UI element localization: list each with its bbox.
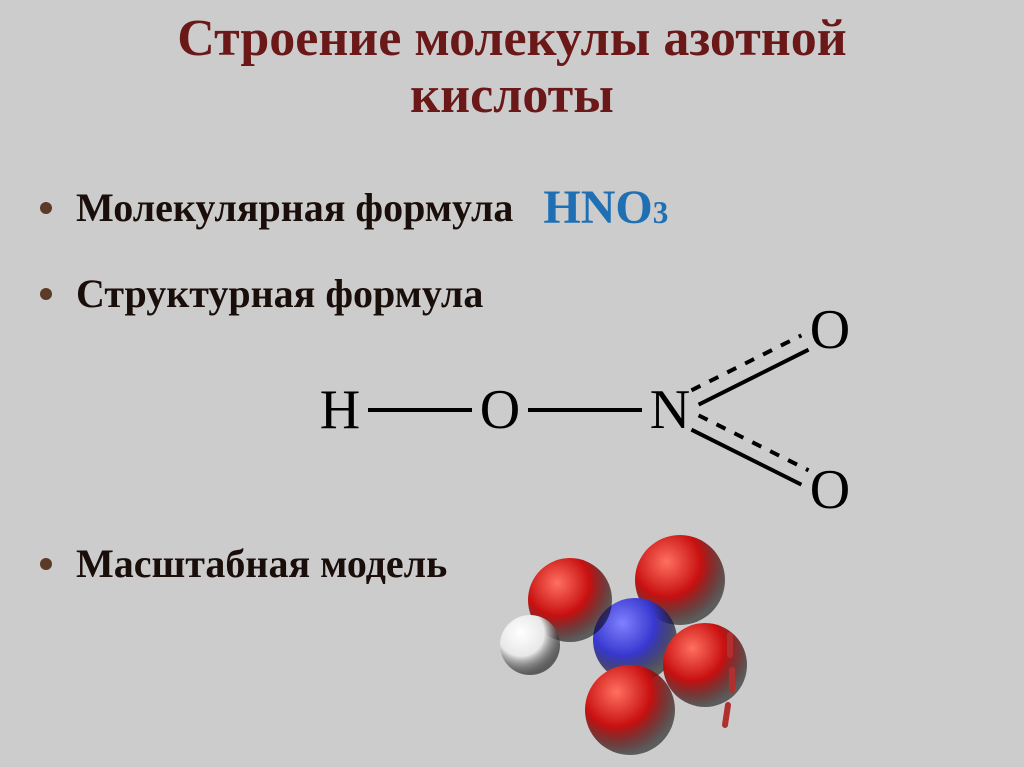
molecule-3d-model [500, 530, 800, 767]
structural-formula-diagram: H O N O O [270, 290, 910, 530]
title-line1: Строение молекулы азотной [177, 10, 846, 67]
svg-text:N: N [650, 379, 690, 441]
svg-text:H: H [320, 379, 360, 441]
formula-main: HNO [543, 180, 652, 235]
bullet-molecular: Молекулярная формула HNO3 [40, 180, 668, 235]
svg-text:O: O [810, 299, 850, 361]
bullet-model: Масштабная модель [40, 540, 447, 587]
svg-text:O: O [810, 459, 850, 521]
molecular-formula: HNO3 [543, 180, 668, 235]
svg-text:O: O [480, 379, 520, 441]
bullet-dot-icon [40, 288, 52, 300]
bullet-molecular-label: Молекулярная формула [76, 184, 513, 231]
bullet-model-label: Масштабная модель [76, 540, 447, 587]
slide-canvas: Строение молекулы азотной кислоты Молеку… [0, 0, 1024, 767]
title-line2: кислоты [410, 67, 614, 124]
slide-title: Строение молекулы азотной кислоты [0, 10, 1024, 124]
bullet-dot-icon [40, 202, 52, 214]
bullet-dot-icon [40, 558, 52, 570]
